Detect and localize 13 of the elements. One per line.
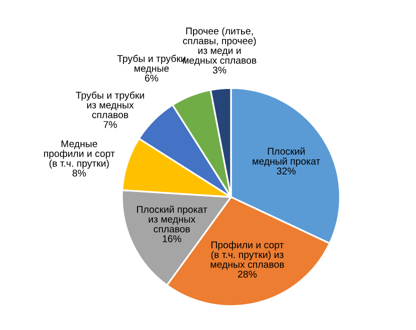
slice-label: Медные профили и сорт (в т.ч. прутки) (44, 140, 115, 169)
data-label: 8% (72, 170, 86, 177)
slice-label: Трубы и трубки из медных сплавов (76, 91, 144, 118)
data-label: 32% (276, 168, 296, 174)
data-label: 6% (145, 74, 158, 82)
data-label: 28% (238, 270, 257, 278)
data-label: 7% (104, 121, 117, 128)
data-label: 16% (162, 235, 182, 242)
slice-label: Плоский прокат из медных сплавов (137, 206, 208, 232)
slice-label: Профили и сорт (в т.ч. прутки) из медных сплавов (210, 241, 284, 270)
data-label: 3% (212, 66, 226, 74)
slice-label: Плоский медный прокат (252, 147, 320, 167)
slice-label: Трубы и трубки медные (117, 54, 186, 74)
